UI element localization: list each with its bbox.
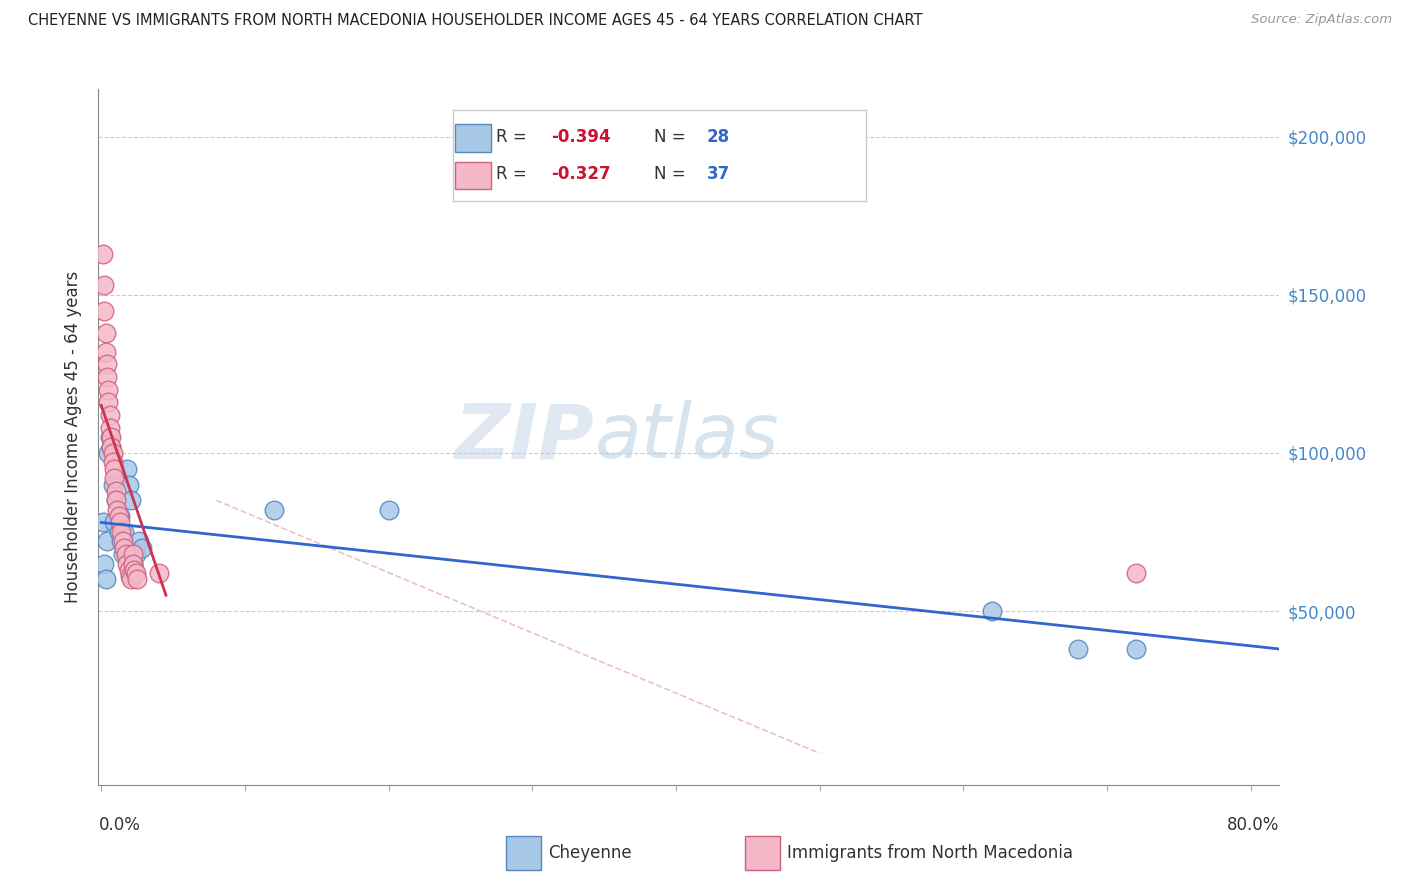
Text: N =: N = (654, 128, 690, 145)
Bar (456, 161, 491, 189)
Text: 28: 28 (707, 128, 730, 145)
Point (96, 357, 118, 371)
Point (122, 547, 145, 561)
Point (93, 557, 115, 571)
Text: R =: R = (496, 128, 533, 145)
Point (121, 493, 143, 508)
Point (101, 455, 124, 469)
FancyBboxPatch shape (453, 110, 866, 201)
Point (125, 547, 148, 561)
Point (93, 303, 115, 318)
Point (100, 430, 122, 444)
Point (118, 569, 141, 583)
Point (115, 557, 138, 571)
Text: ZIP: ZIP (454, 401, 595, 474)
Text: 80.0%: 80.0% (1227, 816, 1279, 834)
Point (91, 516, 114, 530)
Point (104, 493, 127, 508)
Point (91, 246, 114, 260)
Point (1067, 642, 1090, 657)
Point (93, 278, 115, 293)
Point (100, 440, 122, 454)
Point (100, 440, 122, 454)
Point (263, 503, 285, 517)
Point (104, 493, 127, 508)
Point (105, 471, 128, 485)
Point (104, 483, 127, 498)
Point (96, 534, 118, 549)
Point (94, 326, 117, 340)
Text: Cheyenne: Cheyenne (548, 844, 631, 862)
Point (128, 534, 150, 549)
Text: Source: ZipAtlas.com: Source: ZipAtlas.com (1251, 13, 1392, 27)
Point (98, 408, 121, 422)
Point (115, 461, 138, 475)
Y-axis label: Householder Income Ages 45 - 64 years: Householder Income Ages 45 - 64 years (65, 271, 83, 603)
Point (112, 541, 135, 555)
Point (117, 477, 139, 491)
Point (112, 524, 135, 539)
Point (377, 503, 399, 517)
Point (1125, 642, 1147, 657)
Text: Immigrants from North Macedonia: Immigrants from North Macedonia (787, 844, 1073, 862)
Point (101, 477, 124, 491)
Point (121, 573, 143, 587)
Point (96, 370, 118, 384)
Point (103, 516, 125, 530)
Point (97, 395, 120, 409)
Point (122, 557, 145, 571)
Point (111, 547, 134, 561)
Text: -0.394: -0.394 (551, 128, 610, 145)
Point (110, 524, 132, 539)
Text: -0.327: -0.327 (551, 165, 610, 183)
Point (127, 573, 149, 587)
Point (94, 573, 117, 587)
Text: CHEYENNE VS IMMIGRANTS FROM NORTH MACEDONIA HOUSEHOLDER INCOME AGES 45 - 64 YEAR: CHEYENNE VS IMMIGRANTS FROM NORTH MACEDO… (28, 13, 922, 29)
Point (125, 566, 148, 580)
Text: 37: 37 (707, 165, 730, 183)
Point (98, 420, 121, 434)
Point (97, 446, 120, 460)
Point (101, 446, 124, 460)
Point (97, 383, 120, 397)
Point (103, 461, 125, 475)
Point (108, 509, 131, 524)
Point (110, 534, 132, 549)
Bar (456, 124, 491, 152)
Point (117, 563, 139, 577)
Point (103, 471, 125, 485)
Point (148, 566, 170, 580)
Text: 0.0%: 0.0% (98, 816, 141, 834)
Text: N =: N = (654, 165, 690, 183)
Point (114, 547, 136, 561)
Point (108, 516, 131, 530)
Point (981, 604, 1004, 618)
Point (111, 534, 134, 549)
Point (122, 557, 145, 571)
Point (107, 524, 129, 539)
Point (124, 563, 146, 577)
Point (107, 509, 129, 524)
Point (131, 541, 153, 555)
Point (105, 503, 128, 517)
Point (1125, 566, 1147, 580)
Point (94, 344, 117, 359)
Point (98, 430, 121, 444)
Text: R =: R = (496, 165, 533, 183)
Text: atlas: atlas (595, 401, 779, 474)
